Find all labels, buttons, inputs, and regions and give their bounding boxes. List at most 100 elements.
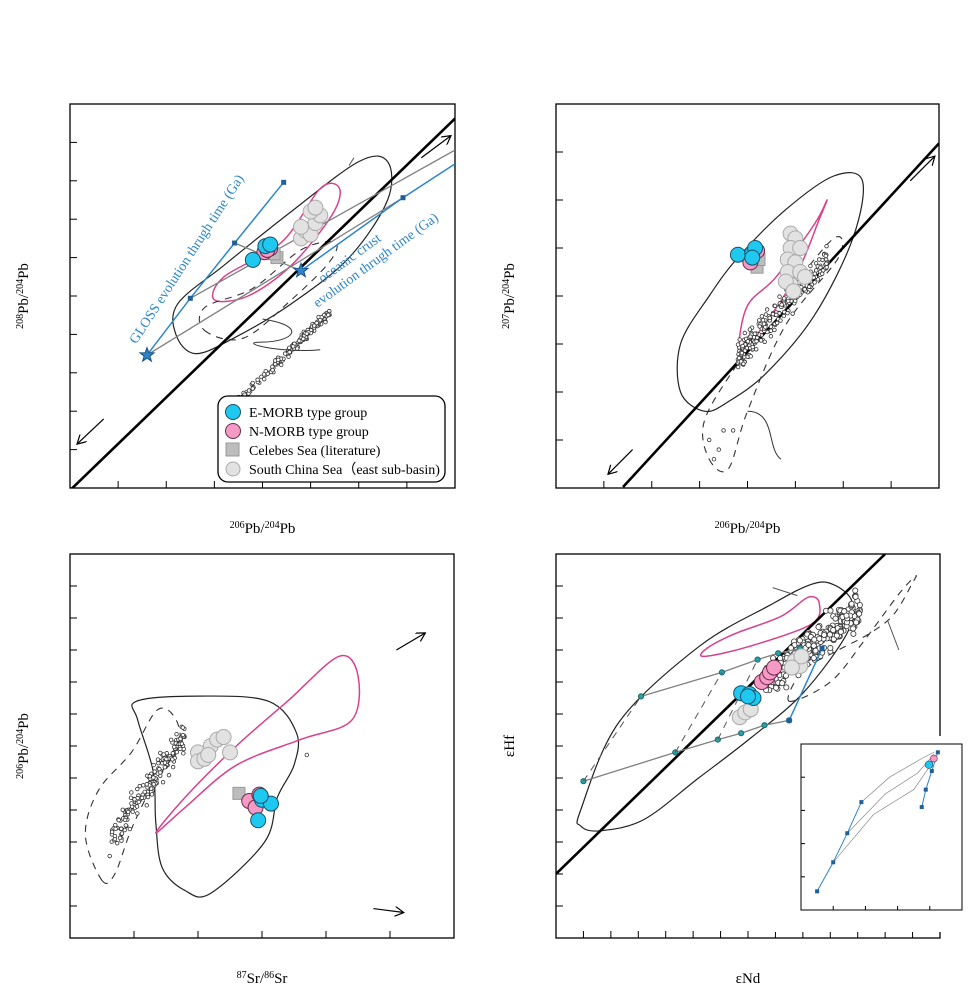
south-china-sea-point bbox=[200, 746, 217, 763]
inset-e-morb-point bbox=[924, 760, 934, 769]
arrow-icon bbox=[420, 136, 450, 159]
pacific-morb-point bbox=[816, 635, 823, 642]
label-part: Pb bbox=[502, 298, 518, 314]
pacific-morb-point bbox=[810, 654, 817, 661]
pacific-morb-point bbox=[250, 380, 255, 386]
label-part: / bbox=[16, 293, 32, 298]
pacific-morb-point bbox=[761, 321, 767, 327]
pacific-morb-point bbox=[758, 338, 764, 343]
inset-frame bbox=[800, 743, 963, 911]
mixing-line bbox=[583, 719, 790, 782]
inset-evolution-node bbox=[815, 889, 820, 894]
pacific-morb-point bbox=[156, 761, 161, 766]
e-morb-point bbox=[244, 251, 261, 268]
inset-evolution-node bbox=[831, 860, 836, 865]
pacific-morb-point bbox=[736, 355, 742, 361]
pacific-morb-point bbox=[826, 631, 833, 638]
pacific-morb-point bbox=[763, 312, 769, 317]
pacific-morb-point bbox=[107, 853, 112, 859]
field-pacific bbox=[702, 236, 844, 473]
pacific-morb-point bbox=[827, 645, 834, 652]
south-china-sea-point bbox=[307, 199, 324, 216]
pacific-morb-point bbox=[149, 792, 155, 797]
pacific-morb-point bbox=[757, 324, 762, 329]
pacific-morb-point bbox=[139, 795, 145, 801]
pacific-morb-point bbox=[830, 627, 837, 634]
x-axis-label: 206Pb/204Pb bbox=[230, 520, 296, 538]
label-part: Sr bbox=[247, 971, 260, 987]
pacific-morb-point bbox=[180, 725, 186, 730]
pacific-morb-point bbox=[742, 348, 748, 353]
pacific-morb-point bbox=[768, 324, 774, 329]
pacific-morb-point bbox=[178, 736, 183, 741]
pacific-morb-point bbox=[168, 737, 174, 743]
pacific-morb-point bbox=[270, 367, 275, 373]
pacific-morb-point bbox=[109, 829, 115, 835]
e-morb-point bbox=[744, 249, 761, 266]
label-part: Pb bbox=[16, 298, 32, 314]
n-morb-point bbox=[766, 659, 783, 676]
pacific-morb-point bbox=[259, 374, 264, 379]
x-axis-label: 206Pb/204Pb bbox=[715, 520, 781, 538]
mass-number: 87 bbox=[237, 970, 247, 981]
pacific-morb-point bbox=[117, 835, 123, 841]
pacific-morb-point bbox=[135, 786, 140, 792]
mass-number: 207 bbox=[501, 314, 512, 329]
leader-line bbox=[747, 410, 782, 460]
evolution-label: GLOSS evolution thrugh time (Ga) bbox=[127, 172, 248, 347]
pacific-morb-point bbox=[773, 684, 780, 691]
pacific-morb-point bbox=[323, 319, 328, 325]
pacific-morb-point bbox=[759, 314, 765, 319]
pacific-morb-point bbox=[735, 364, 741, 370]
evolution-line bbox=[788, 648, 823, 721]
pacific-morb-point bbox=[767, 315, 772, 321]
arrow-icon bbox=[78, 418, 105, 444]
pacific-morb-point bbox=[742, 330, 748, 336]
pacific-morb-point bbox=[179, 741, 185, 746]
pacific-morb-point bbox=[263, 368, 268, 374]
pacific-morb-point bbox=[764, 307, 770, 312]
pacific-morb-point bbox=[805, 641, 812, 648]
pacific-morb-point bbox=[827, 607, 834, 614]
pacific-morb-point bbox=[129, 790, 134, 795]
pacific-morb-point bbox=[273, 361, 278, 367]
label-part: Pb bbox=[730, 521, 746, 537]
evolution-node bbox=[281, 179, 287, 185]
pacific-morb-point bbox=[815, 624, 822, 631]
pacific-morb-point bbox=[711, 457, 717, 462]
label-part: / bbox=[260, 521, 265, 537]
pacific-morb-point bbox=[137, 783, 142, 789]
label-part: Pb bbox=[280, 521, 296, 537]
mixing-line bbox=[146, 197, 404, 356]
leader-line bbox=[772, 587, 798, 597]
mixing-node bbox=[738, 730, 745, 737]
mixing-node bbox=[761, 722, 768, 729]
arrow-icon bbox=[373, 909, 402, 913]
legend-marker-celebes bbox=[225, 442, 240, 457]
pacific-morb-point bbox=[162, 765, 168, 770]
pacific-morb-point bbox=[276, 357, 281, 362]
pacific-morb-point bbox=[818, 265, 823, 270]
pacific-morb-point bbox=[112, 833, 118, 839]
pacific-morb-point bbox=[170, 764, 176, 770]
legend-label-celebes: Celebes Sea (literature) bbox=[249, 444, 381, 459]
inset-evolution-node bbox=[923, 787, 928, 792]
pacific-morb-point bbox=[810, 642, 817, 649]
pacific-morb-point bbox=[852, 593, 859, 600]
legend-marker-emorb bbox=[225, 404, 241, 420]
pacific-morb-point bbox=[843, 612, 850, 619]
pacific-morb-point bbox=[170, 757, 175, 762]
pacific-morb-point bbox=[290, 344, 296, 349]
pacific-morb-point bbox=[172, 744, 177, 750]
field-indian bbox=[576, 581, 855, 832]
plot-frame bbox=[69, 553, 455, 939]
pacific-morb-point bbox=[287, 345, 292, 351]
evolution-node bbox=[187, 295, 193, 301]
pacific-morb-point bbox=[737, 337, 742, 342]
pacific-morb-point bbox=[135, 811, 140, 816]
pacific-morb-point bbox=[155, 757, 161, 762]
pacific-morb-point bbox=[812, 280, 817, 285]
label-part: Pb bbox=[245, 521, 261, 537]
pacific-morb-point bbox=[786, 298, 791, 304]
field-pacific bbox=[84, 707, 181, 884]
